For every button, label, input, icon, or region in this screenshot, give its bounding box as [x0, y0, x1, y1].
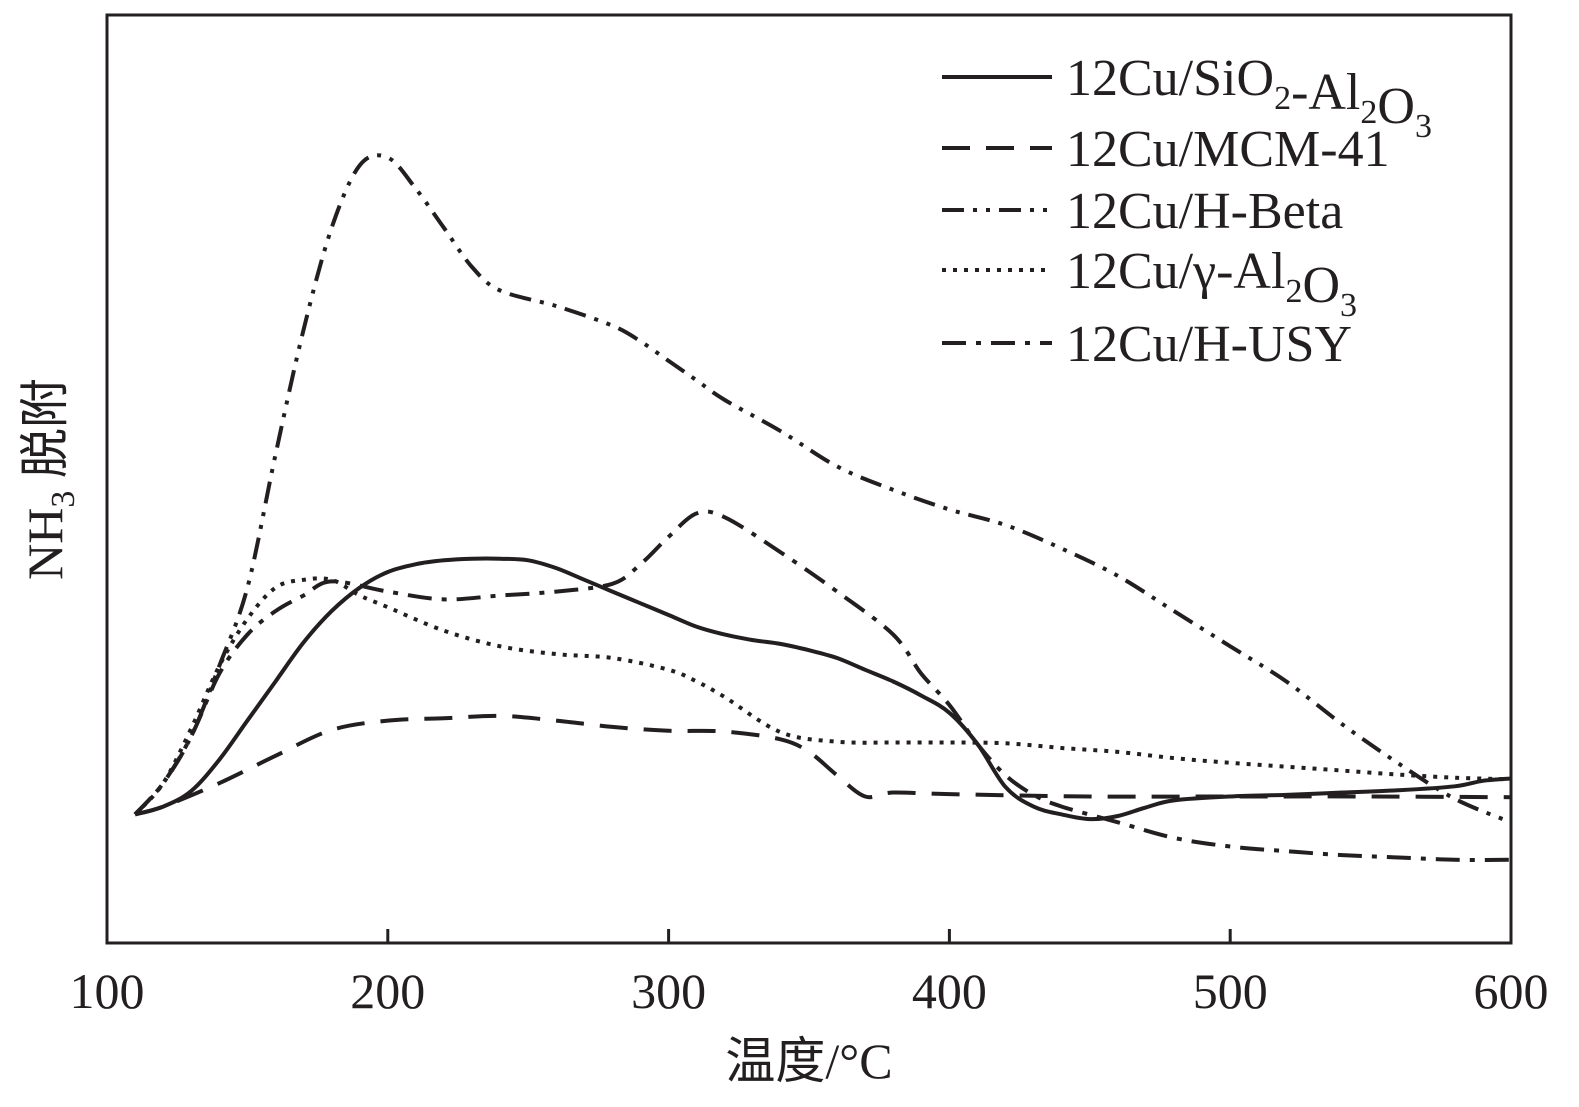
- series-line-4: [133, 576, 1512, 816]
- legend-label-3: 12Cu/H-Beta: [1066, 183, 1343, 240]
- legend-label-2: 12Cu/MCM-41: [1066, 121, 1390, 178]
- x-axis-tick-labels: 100 200 300 400 500 600: [70, 963, 1549, 1019]
- x-tick-label-600: 600: [1474, 963, 1549, 1019]
- series-line-5: [133, 509, 1512, 862]
- x-tick-label-200: 200: [350, 963, 425, 1019]
- series-line-1: [134, 556, 1512, 822]
- x-tick-label-300: 300: [631, 963, 706, 1019]
- x-tick-label-500: 500: [1193, 963, 1268, 1019]
- legend-label-4: 12Cu/γ-Al2O3: [1066, 243, 1357, 324]
- legend: 12Cu/SiO2-Al2O312Cu/MCM-4112Cu/H-Beta12C…: [942, 50, 1432, 373]
- series-line-2: [134, 713, 1512, 817]
- plot-frame: [105, 13, 1513, 945]
- x-axis-ticks: [105, 929, 1513, 943]
- series-line-3: [133, 153, 1512, 825]
- x-axis-title: 温度/°C: [725, 1033, 892, 1089]
- legend-label-5: 12Cu/H-USY: [1066, 316, 1352, 373]
- x-tick-label-100: 100: [70, 963, 145, 1019]
- y-axis-title: NH3 脱附: [17, 378, 82, 580]
- x-tick-label-400: 400: [912, 963, 987, 1019]
- legend-label-1: 12Cu/SiO2-Al2O3: [1066, 50, 1432, 145]
- series-lines: [133, 153, 1512, 862]
